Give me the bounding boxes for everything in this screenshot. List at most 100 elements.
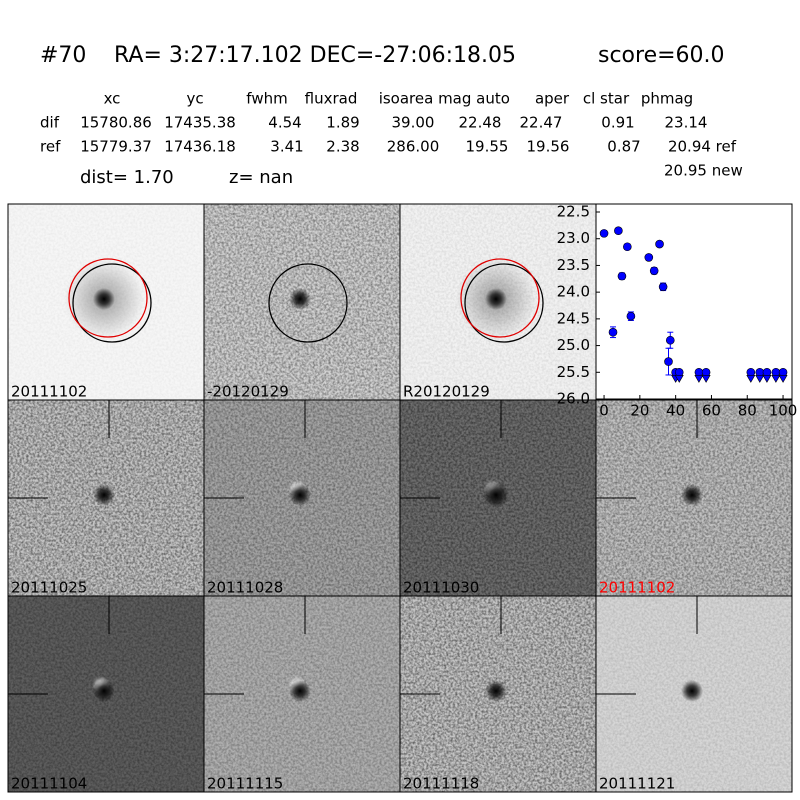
table-cell: 23.14 bbox=[665, 114, 708, 132]
table-cell: 1.89 bbox=[326, 114, 359, 132]
stamp-label: 20111028 bbox=[207, 579, 283, 597]
y-tick-label: 23.0 bbox=[557, 229, 590, 247]
upper-limit bbox=[762, 374, 772, 383]
column-header: mag auto bbox=[438, 90, 510, 108]
table-cell: 3.41 bbox=[270, 138, 303, 156]
data-point bbox=[626, 311, 636, 321]
upper-limit bbox=[674, 374, 684, 383]
distance: dist= 1.70 bbox=[80, 167, 174, 188]
stamp-label: 20111118 bbox=[403, 775, 479, 793]
column-header: phmag bbox=[641, 90, 693, 108]
column-header: yc bbox=[186, 90, 203, 108]
stamp-label: 20111030 bbox=[403, 579, 479, 597]
match-circle bbox=[268, 263, 348, 343]
match-circle bbox=[464, 263, 544, 343]
column-header: aper bbox=[535, 90, 570, 108]
ref-circle bbox=[460, 258, 540, 338]
redshift: z= nan bbox=[229, 167, 293, 188]
data-point bbox=[664, 357, 673, 366]
table-cell: 17435.38 bbox=[164, 114, 236, 132]
column-header: cl star bbox=[583, 90, 630, 108]
table-cell: 19.55 bbox=[466, 138, 509, 156]
data-point bbox=[608, 327, 618, 337]
stamp-label: 20111025 bbox=[11, 579, 87, 597]
stamp-label: 20111104 bbox=[11, 775, 87, 793]
stamp-source bbox=[93, 680, 115, 702]
table-cell: 22.48 bbox=[459, 114, 502, 132]
upper-limit bbox=[746, 374, 756, 383]
stamps: 20111102 -20120129 R20120129 20111025 201110… bbox=[7, 203, 793, 793]
table-cell: 286.00 bbox=[387, 138, 440, 156]
lightcurve: 22.5 23.0 23.5 24.0 24.5 25.0 25.5 26.0 0 20 40 60 8… bbox=[557, 203, 798, 420]
table-cell: 0.87 bbox=[607, 138, 640, 156]
phmag-new: 20.95 new bbox=[664, 162, 743, 180]
row-label: ref bbox=[40, 138, 61, 156]
stamp-source bbox=[483, 482, 509, 508]
data-point bbox=[644, 253, 654, 262]
stamp-source bbox=[485, 680, 507, 702]
match-circle bbox=[72, 263, 152, 343]
stamp-source bbox=[289, 680, 311, 702]
upper-limit bbox=[771, 374, 781, 383]
table-cell: 17436.18 bbox=[164, 138, 236, 156]
data-point bbox=[649, 266, 659, 276]
x-tick-label: 60 bbox=[702, 402, 721, 420]
table-cell: 2.38 bbox=[326, 138, 359, 156]
score: score=60.0 bbox=[598, 43, 725, 68]
plot-area bbox=[595, 203, 793, 400]
x-tick-label: 100 bbox=[769, 402, 798, 420]
data-point bbox=[655, 239, 664, 249]
data-point bbox=[614, 226, 623, 236]
stamp-frame bbox=[595, 595, 793, 793]
y-tick-label: 26.0 bbox=[557, 390, 590, 408]
upper-limit bbox=[701, 374, 711, 383]
upper-limit bbox=[694, 374, 704, 383]
stamp-label: 20111102 bbox=[11, 383, 87, 401]
y-tick-label: 23.5 bbox=[557, 256, 590, 274]
data-point bbox=[658, 282, 668, 292]
stamp-label: -20120129 bbox=[207, 383, 289, 401]
y-tick-label: 22.5 bbox=[557, 203, 590, 221]
table-cell: 15779.37 bbox=[80, 138, 152, 156]
data-point bbox=[623, 242, 632, 252]
table-cell: 0.91 bbox=[601, 114, 634, 132]
ref-circle bbox=[68, 258, 148, 338]
table-cell: 39.00 bbox=[392, 114, 435, 132]
stamp-label: 20111115 bbox=[207, 775, 283, 793]
table-cell: 15780.86 bbox=[80, 114, 152, 132]
upper-limit bbox=[778, 374, 788, 383]
data-point bbox=[617, 271, 627, 281]
table-cell: 4.54 bbox=[268, 114, 301, 132]
table-cell: 19.56 bbox=[527, 138, 570, 156]
stamp-label: 20111121 bbox=[599, 775, 675, 793]
y-tick-label: 24.5 bbox=[557, 309, 590, 327]
x-tick-label: 40 bbox=[666, 402, 685, 420]
upper-limit bbox=[755, 374, 765, 383]
stamp-source bbox=[93, 288, 115, 310]
stamp-label: 20111102 bbox=[599, 579, 675, 597]
x-tick-label: 20 bbox=[630, 402, 649, 420]
y-tick-label: 25.5 bbox=[557, 363, 590, 381]
stamp-source bbox=[289, 288, 311, 310]
column-header: xc bbox=[104, 90, 121, 108]
candidate-id: #70 bbox=[40, 43, 86, 68]
data-point bbox=[665, 335, 675, 345]
stamp-source bbox=[93, 484, 115, 506]
stamp-source bbox=[485, 288, 507, 310]
stamp-source bbox=[289, 484, 311, 506]
y-tick-label: 25.0 bbox=[557, 336, 590, 354]
y-tick-label: 24.0 bbox=[557, 283, 590, 301]
table-cell: 20.94 ref bbox=[668, 138, 737, 156]
stamp-source bbox=[681, 484, 703, 506]
table-cell: 22.47 bbox=[520, 114, 563, 132]
column-header: isoarea bbox=[379, 90, 434, 108]
x-tick-label: 80 bbox=[738, 402, 757, 420]
column-header: fluxrad bbox=[305, 90, 358, 108]
row-label: dif bbox=[40, 114, 60, 132]
column-header: fwhm bbox=[246, 90, 287, 108]
coordinates: RA= 3:27:17.102 DEC=-27:06:18.05 bbox=[114, 43, 516, 68]
stamp-label: R20120129 bbox=[403, 383, 490, 401]
x-tick-label: 0 bbox=[599, 402, 609, 420]
data-point bbox=[599, 229, 609, 238]
